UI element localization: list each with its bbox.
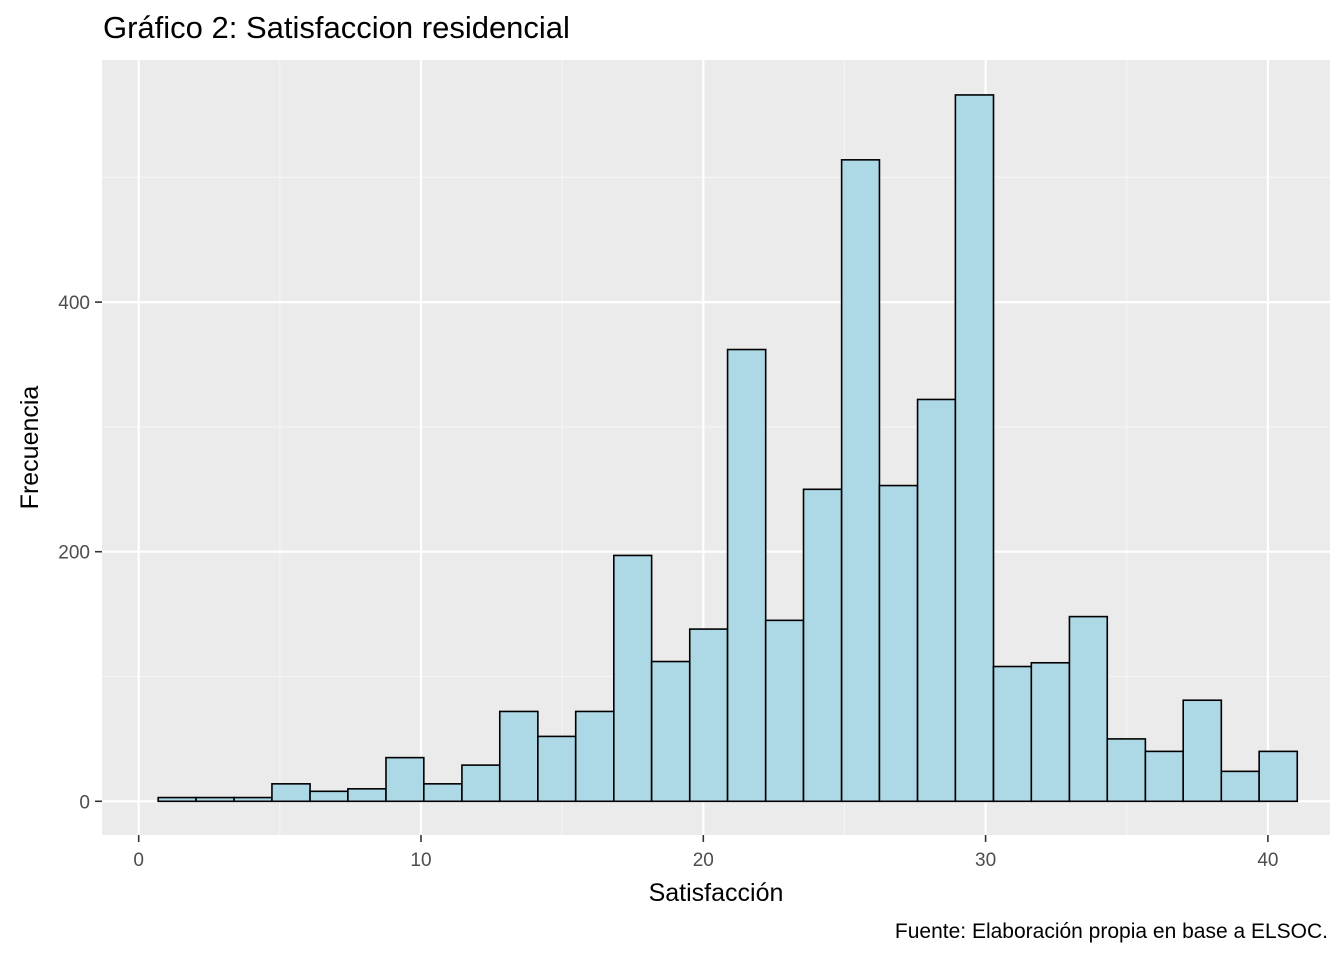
y-tick-label: 0 — [79, 792, 90, 813]
histogram-bar — [423, 783, 463, 803]
x-axis-title: Satisfacción — [649, 879, 784, 907]
histogram-bar — [385, 756, 425, 803]
y-axis-ticks: 0 200 400 — [58, 293, 102, 813]
histogram-bar — [537, 735, 577, 803]
x-tick-label: 0 — [133, 850, 144, 871]
histogram-bar — [650, 660, 691, 803]
x-tick-label: 20 — [693, 850, 714, 871]
histogram-bar — [840, 159, 881, 803]
histogram-bar — [271, 783, 311, 803]
histogram-bar — [688, 628, 729, 803]
chart-caption: Fuente: Elaboración propia en base a ELS… — [894, 920, 1328, 943]
y-axis-title: Frecuencia — [16, 386, 44, 510]
y-tick-label: 200 — [58, 543, 90, 564]
histogram-bar — [1030, 661, 1071, 803]
histogram-bar — [233, 796, 273, 803]
histogram-bar — [916, 398, 957, 803]
x-tick-label: 40 — [1257, 850, 1278, 871]
histogram-bars — [157, 94, 1299, 803]
histogram-bar — [726, 348, 767, 803]
x-tick-label: 30 — [975, 850, 996, 871]
histogram-bar — [157, 796, 197, 803]
histogram-bar — [1220, 770, 1260, 803]
histogram-bar — [1182, 699, 1223, 803]
histogram-bar — [878, 484, 919, 803]
histogram-bar — [309, 790, 349, 803]
histogram-bar — [347, 788, 387, 803]
histogram-bar — [1258, 750, 1299, 803]
histogram-bar — [992, 665, 1033, 803]
histogram-bar — [1144, 750, 1185, 803]
histogram-bar — [1106, 738, 1147, 803]
histogram-bar — [1068, 615, 1109, 803]
histogram-bar — [574, 710, 615, 803]
histogram-bar — [461, 764, 501, 803]
histogram-bar — [613, 554, 653, 803]
chart-title: Gráfico 2: Satisfaccion residencial — [103, 10, 570, 45]
histogram-bar — [498, 710, 539, 803]
histogram-bar — [954, 94, 995, 803]
y-tick-label: 400 — [58, 293, 90, 314]
x-axis-ticks: 0 10 20 30 40 — [133, 835, 1278, 871]
histogram-bar — [195, 796, 235, 803]
x-tick-label: 10 — [410, 850, 431, 871]
histogram-bar — [764, 619, 805, 803]
histogram-bar — [802, 488, 843, 803]
